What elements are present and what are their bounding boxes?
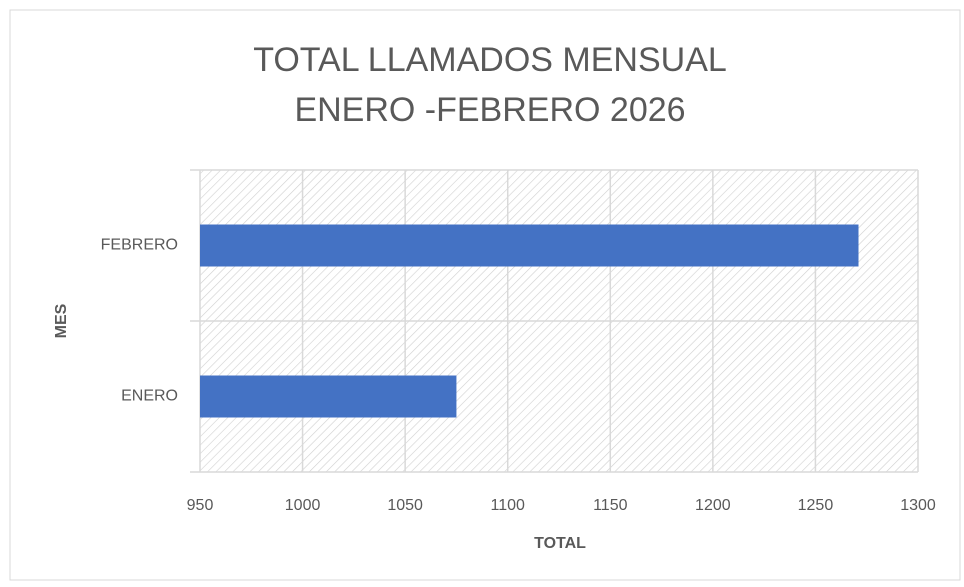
y-axis-label: MES xyxy=(53,303,70,338)
x-tick-label: 1000 xyxy=(285,497,321,514)
x-tick-label: 1200 xyxy=(695,497,731,514)
x-axis-label: TOTAL xyxy=(534,535,586,552)
x-tick-label: 1050 xyxy=(387,497,423,514)
bar xyxy=(200,375,457,418)
x-tick-label: 1150 xyxy=(593,497,628,514)
bar xyxy=(200,224,859,267)
x-tick-label: 950 xyxy=(187,497,214,514)
x-tick-label: 1100 xyxy=(491,497,526,514)
y-tick-label: FEBRERO xyxy=(101,237,178,254)
y-tick-label: ENERO xyxy=(121,388,178,405)
x-tick-label: 1250 xyxy=(798,497,834,514)
chart-title: TOTAL LLAMADOS MENSUAL xyxy=(253,41,727,79)
x-tick-label: 1300 xyxy=(900,497,936,514)
chart-title: ENERO -FEBRERO 2026 xyxy=(294,91,685,129)
